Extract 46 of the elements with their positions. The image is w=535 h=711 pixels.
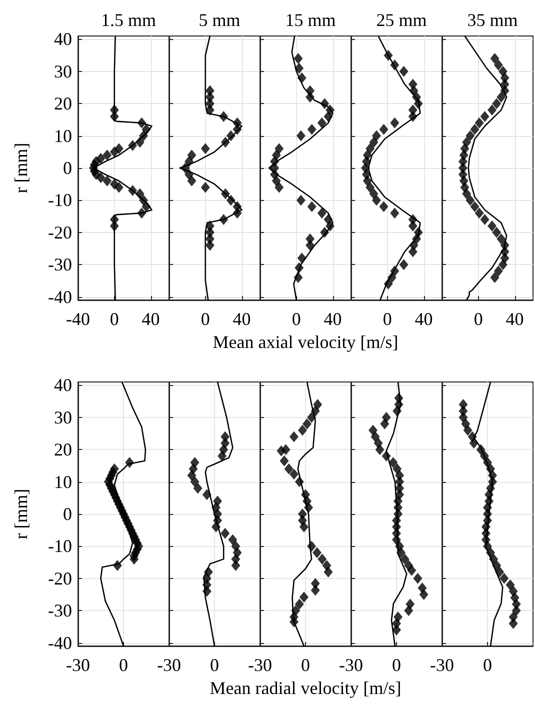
y-tick-label: 10 xyxy=(54,126,72,146)
chart-title: 25 mm xyxy=(376,10,427,30)
x-axis-title: Mean axial velocity [m/s] xyxy=(212,332,398,352)
chart-title: 5 mm xyxy=(198,10,240,30)
x-tick-label: 0 xyxy=(119,655,128,675)
x-tick-label: 0 xyxy=(382,309,392,329)
y-axis-title: r [mm] xyxy=(11,142,31,194)
x-tick-label: -30 xyxy=(430,655,454,675)
y-tick-label: -10 xyxy=(48,536,72,556)
chart-title: 35 mm xyxy=(467,10,518,30)
x-tick-label: 0 xyxy=(292,309,301,329)
y-tick-label: -20 xyxy=(48,568,72,588)
x-tick-label: 0 xyxy=(392,655,401,675)
x-tick-label: 0 xyxy=(210,655,219,675)
x-tick-label: 40 xyxy=(414,309,433,329)
chart-title: 15 mm xyxy=(285,10,336,30)
y-tick-label: 40 xyxy=(54,375,72,396)
y-axis-title: r [mm] xyxy=(11,488,31,540)
y-tick-label: 30 xyxy=(54,61,72,82)
x-tick-label: -30 xyxy=(339,655,363,675)
x-tick-label: 0 xyxy=(301,655,310,675)
y-tick-label: 0 xyxy=(63,158,72,178)
y-tick-label: -20 xyxy=(48,222,72,242)
y-tick-label: 20 xyxy=(54,440,72,460)
x-axis-title: Mean radial velocity [m/s] xyxy=(210,678,402,698)
y-tick-label: 10 xyxy=(54,472,72,492)
y-tick-label: 40 xyxy=(54,29,72,50)
y-tick-label: -40 xyxy=(48,632,72,653)
y-tick-label: -10 xyxy=(48,190,72,210)
x-tick-label: 0 xyxy=(474,309,483,329)
x-tick-label: 0 xyxy=(483,655,492,675)
y-tick-label: 20 xyxy=(54,94,72,114)
x-tick-label: 0 xyxy=(110,309,119,329)
y-tick-label: -40 xyxy=(48,286,72,307)
y-tick-label: 30 xyxy=(54,407,72,428)
chart-title: 1.5 mm xyxy=(100,10,156,30)
x-tick-label: 40 xyxy=(324,309,342,329)
x-tick-label: 40 xyxy=(232,309,251,329)
y-tick-label: -30 xyxy=(48,600,72,621)
x-tick-label: -30 xyxy=(248,655,272,675)
y-tick-label: 0 xyxy=(63,504,72,524)
x-tick-label: 40 xyxy=(142,309,160,329)
y-tick-label: -30 xyxy=(48,254,72,275)
x-tick-label: 0 xyxy=(200,309,210,329)
x-tick-label: 40 xyxy=(506,309,524,329)
x-tick-label: -30 xyxy=(157,655,181,675)
